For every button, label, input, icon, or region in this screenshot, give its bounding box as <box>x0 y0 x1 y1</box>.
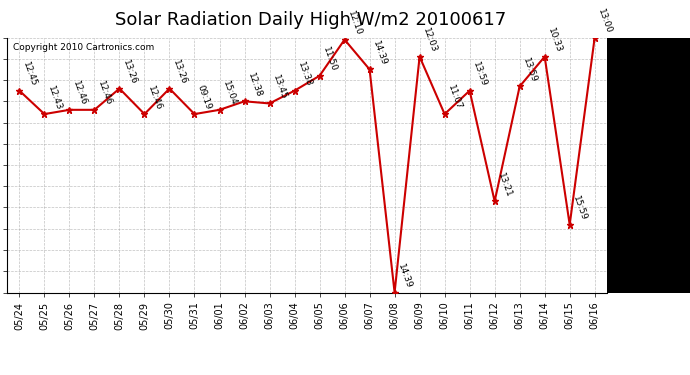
Text: 15:59: 15:59 <box>571 195 589 222</box>
Text: 13:59: 13:59 <box>471 60 489 88</box>
Text: 12:10: 12:10 <box>346 10 363 37</box>
Text: 13:59: 13:59 <box>521 56 538 84</box>
Text: 13:38: 13:38 <box>296 60 313 88</box>
Text: 13:21: 13:21 <box>496 171 513 198</box>
Text: 10:33: 10:33 <box>546 27 563 54</box>
Text: 12:46: 12:46 <box>146 84 163 111</box>
Text: 14:39: 14:39 <box>371 39 388 67</box>
Text: Copyright 2010 Cartronics.com: Copyright 2010 Cartronics.com <box>13 43 154 52</box>
Text: 12:38: 12:38 <box>246 71 263 99</box>
Text: 13:26: 13:26 <box>171 58 188 86</box>
Text: 11:07: 11:07 <box>446 84 463 111</box>
Text: 12:03: 12:03 <box>421 27 438 54</box>
Text: 13:26: 13:26 <box>121 58 138 86</box>
Text: 09:19: 09:19 <box>196 84 213 111</box>
Text: 11:50: 11:50 <box>321 46 338 73</box>
Text: Solar Radiation Daily High W/m2 20100617: Solar Radiation Daily High W/m2 20100617 <box>115 11 506 29</box>
Text: 13:00: 13:00 <box>596 8 613 35</box>
Text: 14:39: 14:39 <box>396 262 413 290</box>
Text: 15:04: 15:04 <box>221 80 238 107</box>
Text: 12:46: 12:46 <box>96 80 113 107</box>
Text: 12:45: 12:45 <box>21 61 38 88</box>
Text: 12:43: 12:43 <box>46 84 63 111</box>
Text: 13:45: 13:45 <box>271 74 288 100</box>
Text: 12:46: 12:46 <box>71 80 88 107</box>
